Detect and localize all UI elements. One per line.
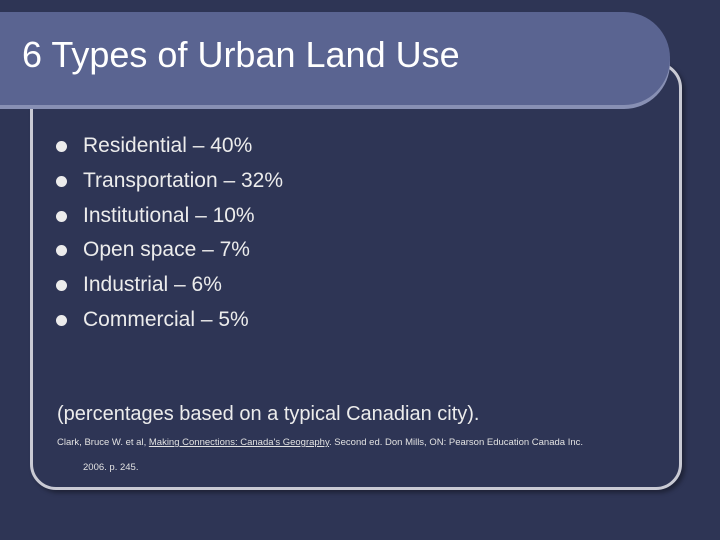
- bullet-item: Commercial – 5%: [56, 304, 283, 339]
- note: (percentages based on a typical Canadian…: [57, 403, 480, 425]
- bullet-list: Residential – 40% Transportation – 32% Ins…: [56, 130, 283, 339]
- bullet-item: Residential – 40%: [56, 130, 283, 165]
- citation-book: Making Connections: Canada's Geography: [148, 437, 330, 448]
- bullet-item: Open space – 7%: [56, 234, 283, 269]
- bullet-item: Institutional – 10%: [56, 200, 283, 235]
- slide-title: 6 Types of Urban Land Use: [22, 34, 460, 75]
- citation: Clark, Bruce W. et al, Making Connection…: [57, 437, 583, 448]
- citation-publisher: . Second ed. Don Mills, ON: Pearson Educ…: [329, 437, 584, 448]
- bullet-item: Transportation – 32%: [56, 165, 283, 200]
- bullet-item: Industrial – 6%: [56, 269, 283, 304]
- title-bar: [0, 12, 670, 105]
- citation-authors: Clark, Bruce W. et al,: [57, 437, 149, 448]
- citation-year: 2006. p. 245.: [83, 462, 139, 473]
